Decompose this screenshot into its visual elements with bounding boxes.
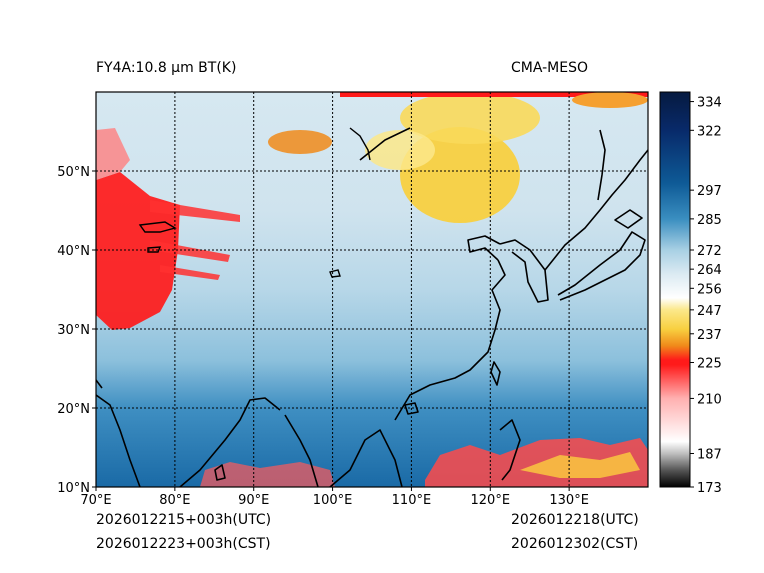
lat-tick-label: 10°N — [57, 481, 90, 496]
lon-tick-label: 130°E — [549, 493, 589, 508]
colorbar-tick-label: 187 — [697, 447, 722, 462]
lat-tick-label: 20°N — [57, 402, 90, 417]
cloud-orange-west — [268, 130, 332, 154]
valid-time-utc: 2026012218(UTC) — [511, 512, 639, 528]
valid-time-cst: 2026012302(CST) — [511, 536, 638, 552]
colorbar-tick-label: 264 — [697, 263, 722, 278]
map-figure: 70°E 80°E 90°E 100°E 110°E 120°E 130°E 10°N20°… — [0, 0, 764, 573]
init-time-utc: 2026012215+003h(UTC) — [96, 512, 271, 528]
colorbar — [660, 92, 690, 487]
colorbar-tick-label: 285 — [697, 213, 722, 228]
colorbar-tick-label: 322 — [697, 124, 722, 139]
init-time-cst: 2026012223+003h(CST) — [96, 536, 271, 552]
colorbar-tick-label: 334 — [697, 96, 722, 111]
lon-tick-label: 80°E — [159, 493, 190, 508]
colorbar-ticks: 173 187 210 225 237 247 256 264 272 285 297 322 334 — [690, 96, 722, 496]
cloud-orange-top — [572, 92, 648, 108]
map-panel — [96, 92, 648, 487]
colorbar-tick-label: 210 — [697, 392, 722, 407]
lat-tick-label: 30°N — [57, 323, 90, 338]
lat-axis: 10°N 20°N 30°N 40°N 50°N — [57, 165, 96, 496]
lon-axis: 70°E 80°E 90°E 100°E 110°E 120°E 130°E — [80, 487, 589, 508]
colorbar-tick-label: 272 — [697, 244, 722, 259]
lat-tick-label: 50°N — [57, 165, 90, 180]
colorbar-tick-label: 237 — [697, 328, 722, 343]
lon-tick-label: 100°E — [313, 493, 353, 508]
lat-tick-label: 40°N — [57, 244, 90, 259]
colorbar-tick-label: 297 — [697, 184, 722, 199]
colorbar-tick-label: 247 — [697, 304, 722, 319]
lon-tick-label: 120°E — [471, 493, 511, 508]
colorbar-tick-label: 173 — [697, 481, 722, 496]
colorbar-tick-label: 225 — [697, 357, 722, 372]
lon-tick-label: 110°E — [392, 493, 432, 508]
lon-tick-label: 90°E — [238, 493, 269, 508]
colorbar-tick-label: 256 — [697, 282, 722, 297]
cloud-yellow-west — [365, 130, 435, 170]
